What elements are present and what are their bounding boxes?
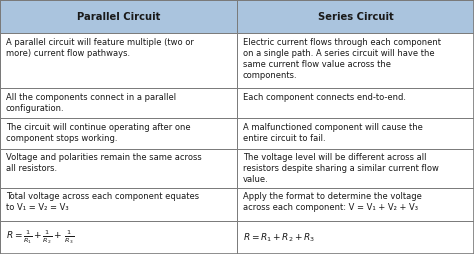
Text: All the components connect in a parallel
configuration.: All the components connect in a parallel…	[6, 93, 176, 113]
Bar	[0, 33, 237, 88]
Bar	[0, 221, 237, 254]
Bar	[237, 188, 474, 221]
Text: Total voltage across each component equates
to V₁ = V₂ = V₃: Total voltage across each component equa…	[6, 192, 199, 212]
Text: Series Circuit: Series Circuit	[318, 12, 393, 22]
Bar	[237, 88, 474, 118]
Bar	[237, 0, 474, 33]
Text: $R = \frac{1}{R_1} + \frac{1}{R_2} + \;\frac{1}{R_3}$: $R = \frac{1}{R_1} + \frac{1}{R_2} + \;\…	[6, 229, 74, 246]
Bar	[0, 149, 237, 188]
Text: Apply the format to determine the voltage
across each component: V = V₁ + V₂ + V: Apply the format to determine the voltag…	[243, 192, 421, 212]
Text: Each component connects end-to-end.: Each component connects end-to-end.	[243, 93, 406, 102]
Bar	[237, 33, 474, 88]
Bar	[0, 188, 237, 221]
Text: Voltage and polarities remain the same across
all resistors.: Voltage and polarities remain the same a…	[6, 153, 201, 173]
Bar	[0, 118, 237, 149]
Bar	[237, 149, 474, 188]
Text: The voltage level will be different across all
resistors despite sharing a simil: The voltage level will be different acro…	[243, 153, 438, 184]
Bar	[0, 88, 237, 118]
Text: $R = R_1 + R_2 + R_3$: $R = R_1 + R_2 + R_3$	[243, 231, 315, 244]
Text: Electric current flows through each component
on a single path. A series circuit: Electric current flows through each comp…	[243, 38, 441, 80]
Text: A malfunctioned component will cause the
entire circuit to fail.: A malfunctioned component will cause the…	[243, 123, 422, 143]
Bar	[0, 0, 237, 33]
Text: A parallel circuit will feature multiple (two or
more) current flow pathways.: A parallel circuit will feature multiple…	[6, 38, 193, 58]
Bar	[237, 221, 474, 254]
Text: Parallel Circuit: Parallel Circuit	[77, 12, 160, 22]
Bar	[237, 118, 474, 149]
Text: The circuit will continue operating after one
component stops working.: The circuit will continue operating afte…	[6, 123, 191, 143]
